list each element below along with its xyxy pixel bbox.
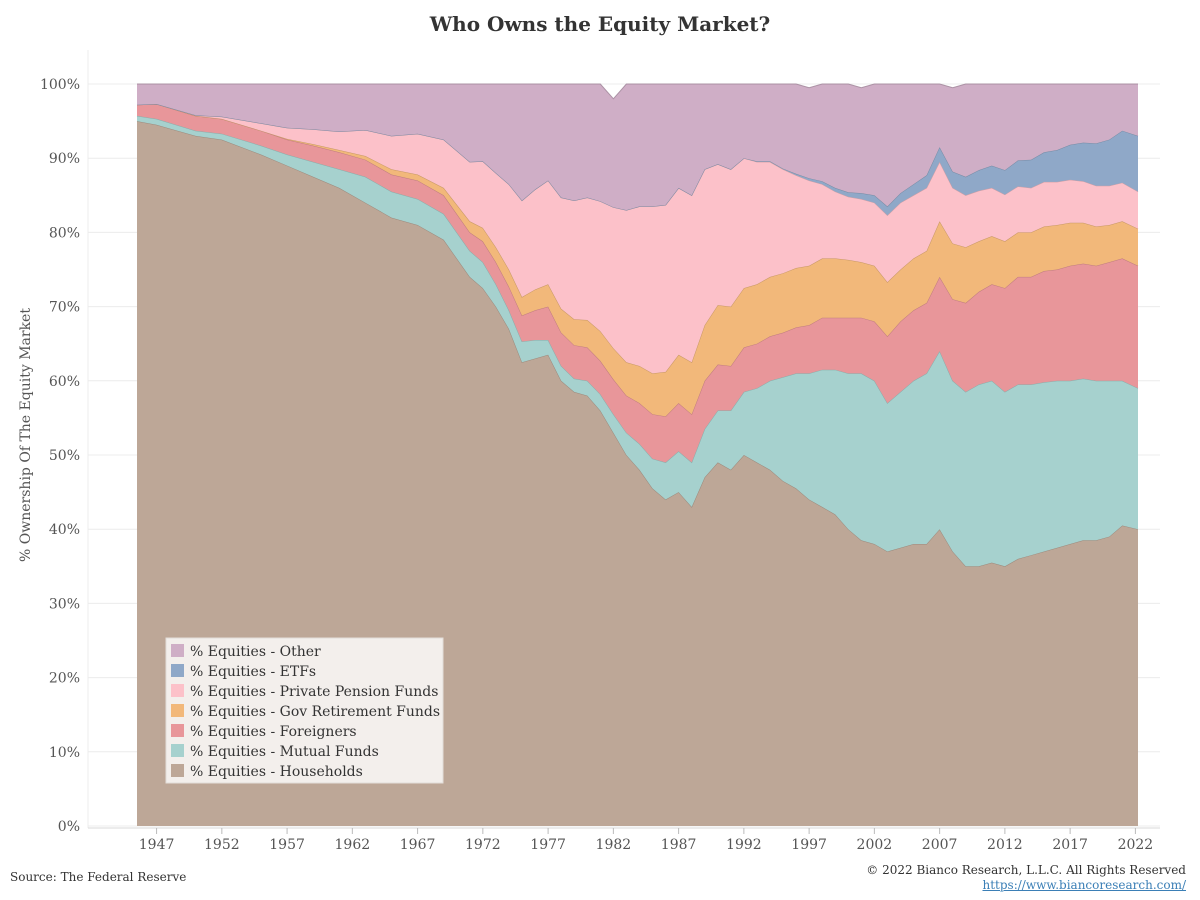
x-tick-label: 2007 bbox=[922, 837, 958, 853]
legend-label: % Equities - Gov Retirement Funds bbox=[190, 704, 440, 720]
legend-label: % Equities - Foreigners bbox=[190, 724, 357, 740]
bianco-research-link[interactable]: https://www.biancoresearch.com/ bbox=[982, 878, 1186, 892]
x-tick-label: 1962 bbox=[335, 837, 371, 853]
x-tick-label: 2022 bbox=[1118, 837, 1154, 853]
y-tick-label: 60% bbox=[49, 374, 80, 390]
y-tick-label: 10% bbox=[49, 745, 80, 761]
copyright-text: © 2022 Bianco Research, L.L.C. All Right… bbox=[866, 863, 1186, 877]
legend-label: % Equities - Households bbox=[190, 764, 363, 780]
area-equities-foreigners bbox=[137, 104, 1138, 463]
x-tick-label: 1992 bbox=[726, 837, 762, 853]
legend-swatch bbox=[171, 644, 184, 657]
y-tick-label: 50% bbox=[49, 448, 80, 464]
legend-swatch bbox=[171, 704, 184, 717]
legend-swatch bbox=[171, 724, 184, 737]
x-tick-label: 1987 bbox=[661, 837, 697, 853]
y-tick-label: 20% bbox=[49, 671, 80, 687]
x-tick-label: 1952 bbox=[204, 837, 240, 853]
x-axis: 1947 1952 1957 1962 1967 1972 1977 1982 1987 1992… bbox=[88, 827, 1160, 853]
legend: % Equities - Other % Equities - ETFs % Equ… bbox=[165, 637, 444, 784]
legend-swatch bbox=[171, 664, 184, 677]
legend-label: % Equities - Mutual Funds bbox=[190, 744, 379, 760]
x-tick-label: 1997 bbox=[791, 837, 827, 853]
y-tick-label: 0% bbox=[58, 819, 80, 835]
legend-label: % Equities - Private Pension Funds bbox=[190, 684, 438, 700]
y-tick-label: 40% bbox=[49, 522, 80, 538]
legend-box bbox=[165, 637, 444, 784]
area-equities-private-pension-funds bbox=[137, 104, 1138, 374]
x-tick-label: 2012 bbox=[987, 837, 1023, 853]
area-edge-equities-households bbox=[136, 120, 1139, 567]
legend-swatch bbox=[171, 764, 184, 777]
y-tick-label: 80% bbox=[49, 225, 80, 241]
legend-label: % Equities - Other bbox=[190, 644, 321, 660]
y-tick-label: 30% bbox=[49, 596, 80, 612]
x-tick-label: 1967 bbox=[400, 837, 436, 853]
y-axis-title: % Ownership Of The Equity Market bbox=[18, 308, 34, 562]
y-tick-label: 90% bbox=[49, 151, 80, 167]
x-tick-label: 1977 bbox=[530, 837, 566, 853]
area-edge-equities-other bbox=[137, 83, 1138, 100]
x-tick-label: 1982 bbox=[596, 837, 632, 853]
legend-swatch bbox=[171, 744, 184, 757]
x-tick-label: 2002 bbox=[857, 837, 893, 853]
y-axis: 0% 10% 20% 30% 40% 50% 60% 70% 80% 90% 100% bbox=[40, 77, 80, 835]
area-equities-etfs bbox=[137, 104, 1138, 216]
legend-label: % Equities - ETFs bbox=[190, 664, 316, 680]
x-tick-label: 1947 bbox=[139, 837, 175, 853]
x-tick-label: 1972 bbox=[465, 837, 501, 853]
copyright-block: © 2022 Bianco Research, L.L.C. All Right… bbox=[866, 863, 1186, 893]
y-tick-label: 70% bbox=[49, 300, 80, 316]
chart-title: Who Owns the Equity Market? bbox=[429, 12, 771, 36]
x-tick-label: 2017 bbox=[1052, 837, 1088, 853]
area-equities-gov-retirement-funds bbox=[137, 104, 1138, 417]
area-equities-other bbox=[137, 84, 1138, 211]
y-tick-label: 100% bbox=[40, 77, 80, 93]
x-tick-label: 1957 bbox=[269, 837, 305, 853]
area-equities-mutual-funds bbox=[137, 115, 1138, 567]
legend-swatch bbox=[171, 684, 184, 697]
source-note: Source: The Federal Reserve bbox=[10, 870, 187, 884]
